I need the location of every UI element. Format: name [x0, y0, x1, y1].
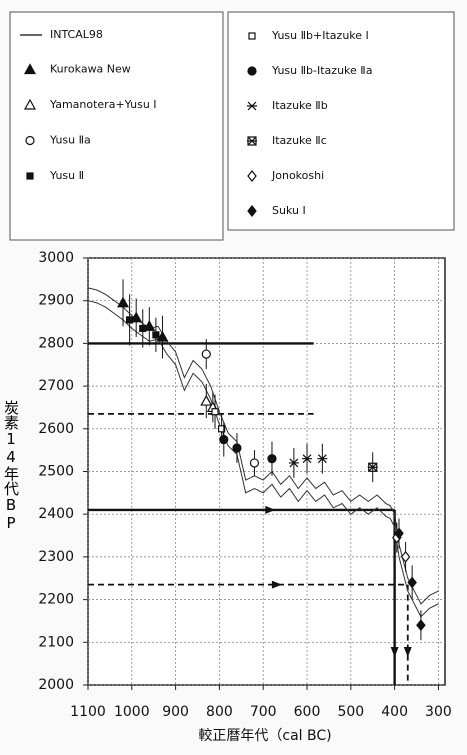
arrow-head	[265, 505, 276, 514]
marker	[211, 408, 219, 416]
legend-label: Itazuke Ⅱc	[272, 134, 327, 147]
marker	[117, 296, 130, 308]
x-axis-label: 較正暦年代（cal BC)	[198, 728, 331, 744]
marker	[23, 63, 37, 75]
x-tick-label: 1000	[114, 704, 150, 720]
marker	[126, 316, 134, 324]
legend-label: Kurokawa New	[50, 63, 131, 76]
legend-label: Jonokoshi	[271, 169, 324, 182]
marker	[302, 454, 313, 464]
legend-box	[9, 11, 224, 241]
marker	[317, 454, 328, 464]
marker	[407, 576, 417, 589]
marker	[152, 331, 160, 339]
marker	[400, 550, 411, 563]
x-tick-label: 800	[206, 704, 233, 720]
legend-label: Yamanotera+Yusu Ⅰ	[49, 98, 157, 111]
marker	[248, 32, 256, 40]
marker	[25, 135, 35, 146]
marker	[139, 324, 147, 333]
x-tick-label: 700	[250, 704, 277, 720]
x-tick-label: 600	[294, 704, 321, 720]
legend-label: INTCAL98	[50, 28, 103, 41]
arrow-head	[403, 647, 412, 657]
x-tick-label: 1100	[70, 704, 106, 720]
x-tick-label: 300	[425, 704, 452, 720]
marker	[247, 170, 257, 182]
marker	[267, 454, 277, 464]
arrow-head	[390, 647, 399, 657]
marker	[130, 311, 143, 323]
marker	[247, 136, 257, 146]
y-tick-label: 2500	[38, 464, 74, 480]
y-tick-label: 2400	[38, 506, 74, 522]
marker	[23, 98, 37, 110]
y-tick-label: 2200	[38, 592, 74, 608]
marker	[367, 462, 378, 472]
y-tick-label: 2900	[38, 293, 74, 309]
marker	[218, 425, 226, 433]
arrow-head	[271, 580, 282, 589]
marker	[232, 443, 242, 453]
marker	[201, 349, 211, 359]
x-tick-label: 900	[162, 704, 189, 720]
marker	[143, 320, 156, 331]
y-tick-label: 2100	[38, 634, 74, 650]
marker	[247, 205, 257, 217]
legend-label: Yusu Ⅱb+Itazuke Ⅰ	[271, 29, 369, 42]
marker	[200, 394, 213, 406]
legend-label: Itazuke Ⅱb	[272, 99, 328, 112]
marker	[249, 458, 260, 468]
marker	[247, 66, 257, 76]
legend-box	[227, 11, 455, 231]
y-axis-label: 炭素14年代BP	[2, 400, 20, 532]
marker	[394, 527, 404, 540]
y-tick-label: 2000	[38, 677, 74, 693]
y-tick-label: 3000	[38, 250, 74, 266]
y-tick-label: 2800	[38, 335, 74, 351]
marker	[416, 619, 426, 632]
marker	[26, 172, 34, 180]
curve-line	[87, 300, 439, 618]
legend-label: Yusu Ⅱ	[49, 169, 84, 182]
marker	[288, 458, 299, 468]
curve-line	[87, 287, 439, 605]
y-tick-label: 2300	[38, 549, 74, 565]
legend-label: Suku Ⅰ	[272, 204, 306, 217]
legend-label: Yusu Ⅱa	[49, 134, 91, 147]
x-tick-label: 500	[337, 704, 364, 720]
marker	[247, 101, 257, 111]
y-tick-label: 2600	[38, 421, 74, 437]
y-tick-label: 2700	[38, 378, 74, 394]
marker	[156, 330, 169, 342]
x-tick-label: 400	[381, 704, 408, 720]
legend-label: Yusu Ⅱb-Itazuke Ⅱa	[271, 64, 372, 77]
marker	[219, 434, 229, 445]
